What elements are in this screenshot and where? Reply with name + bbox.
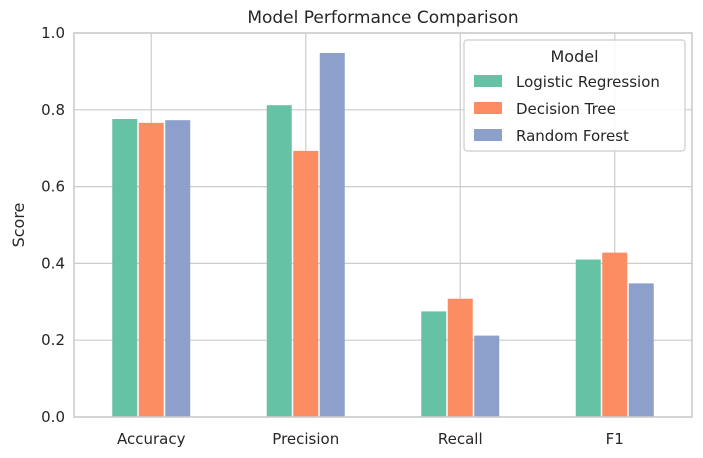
bar xyxy=(474,335,500,417)
chart-title: Model Performance Comparison xyxy=(247,8,518,28)
x-tick-label: F1 xyxy=(606,430,624,448)
y-tick-label: 0.2 xyxy=(41,331,65,349)
bar xyxy=(112,119,138,418)
tick-labels: 0.0 0.2 0.4 0.6 0.8 1.0 Accuracy Precision Recal… xyxy=(41,24,624,448)
y-tick-label: 0.0 xyxy=(41,408,65,426)
legend-entry: Random Forest xyxy=(516,127,629,145)
plot-frame xyxy=(73,32,693,418)
legend-swatch xyxy=(474,102,502,114)
bar xyxy=(575,259,601,417)
bar xyxy=(165,120,191,417)
y-tick-label: 0.6 xyxy=(41,178,65,196)
legend-title: Model xyxy=(550,47,598,66)
bar xyxy=(421,311,447,417)
y-tick-label: 0.4 xyxy=(41,254,65,272)
legend-swatch xyxy=(474,75,502,87)
bar xyxy=(447,298,473,417)
bar xyxy=(266,105,292,417)
bar xyxy=(138,122,164,417)
legend-box xyxy=(463,39,686,152)
bar xyxy=(293,150,319,417)
y-tick-label: 1.0 xyxy=(41,24,65,42)
y-tick-label: 0.8 xyxy=(41,101,65,119)
x-tick-label: Recall xyxy=(438,430,483,448)
legend-swatch xyxy=(474,129,502,141)
legend-entry: Logistic Regression xyxy=(516,73,660,91)
bar xyxy=(319,52,345,418)
bar xyxy=(602,252,628,417)
legend: Model Logistic Regression Decision Tree Ra… xyxy=(463,39,686,152)
legend-entry: Decision Tree xyxy=(516,100,616,118)
bars xyxy=(112,52,654,418)
bar xyxy=(628,283,654,417)
y-axis-label: Score xyxy=(9,203,28,248)
x-tick-label: Precision xyxy=(272,430,339,448)
x-tick-label: Accuracy xyxy=(117,430,186,448)
